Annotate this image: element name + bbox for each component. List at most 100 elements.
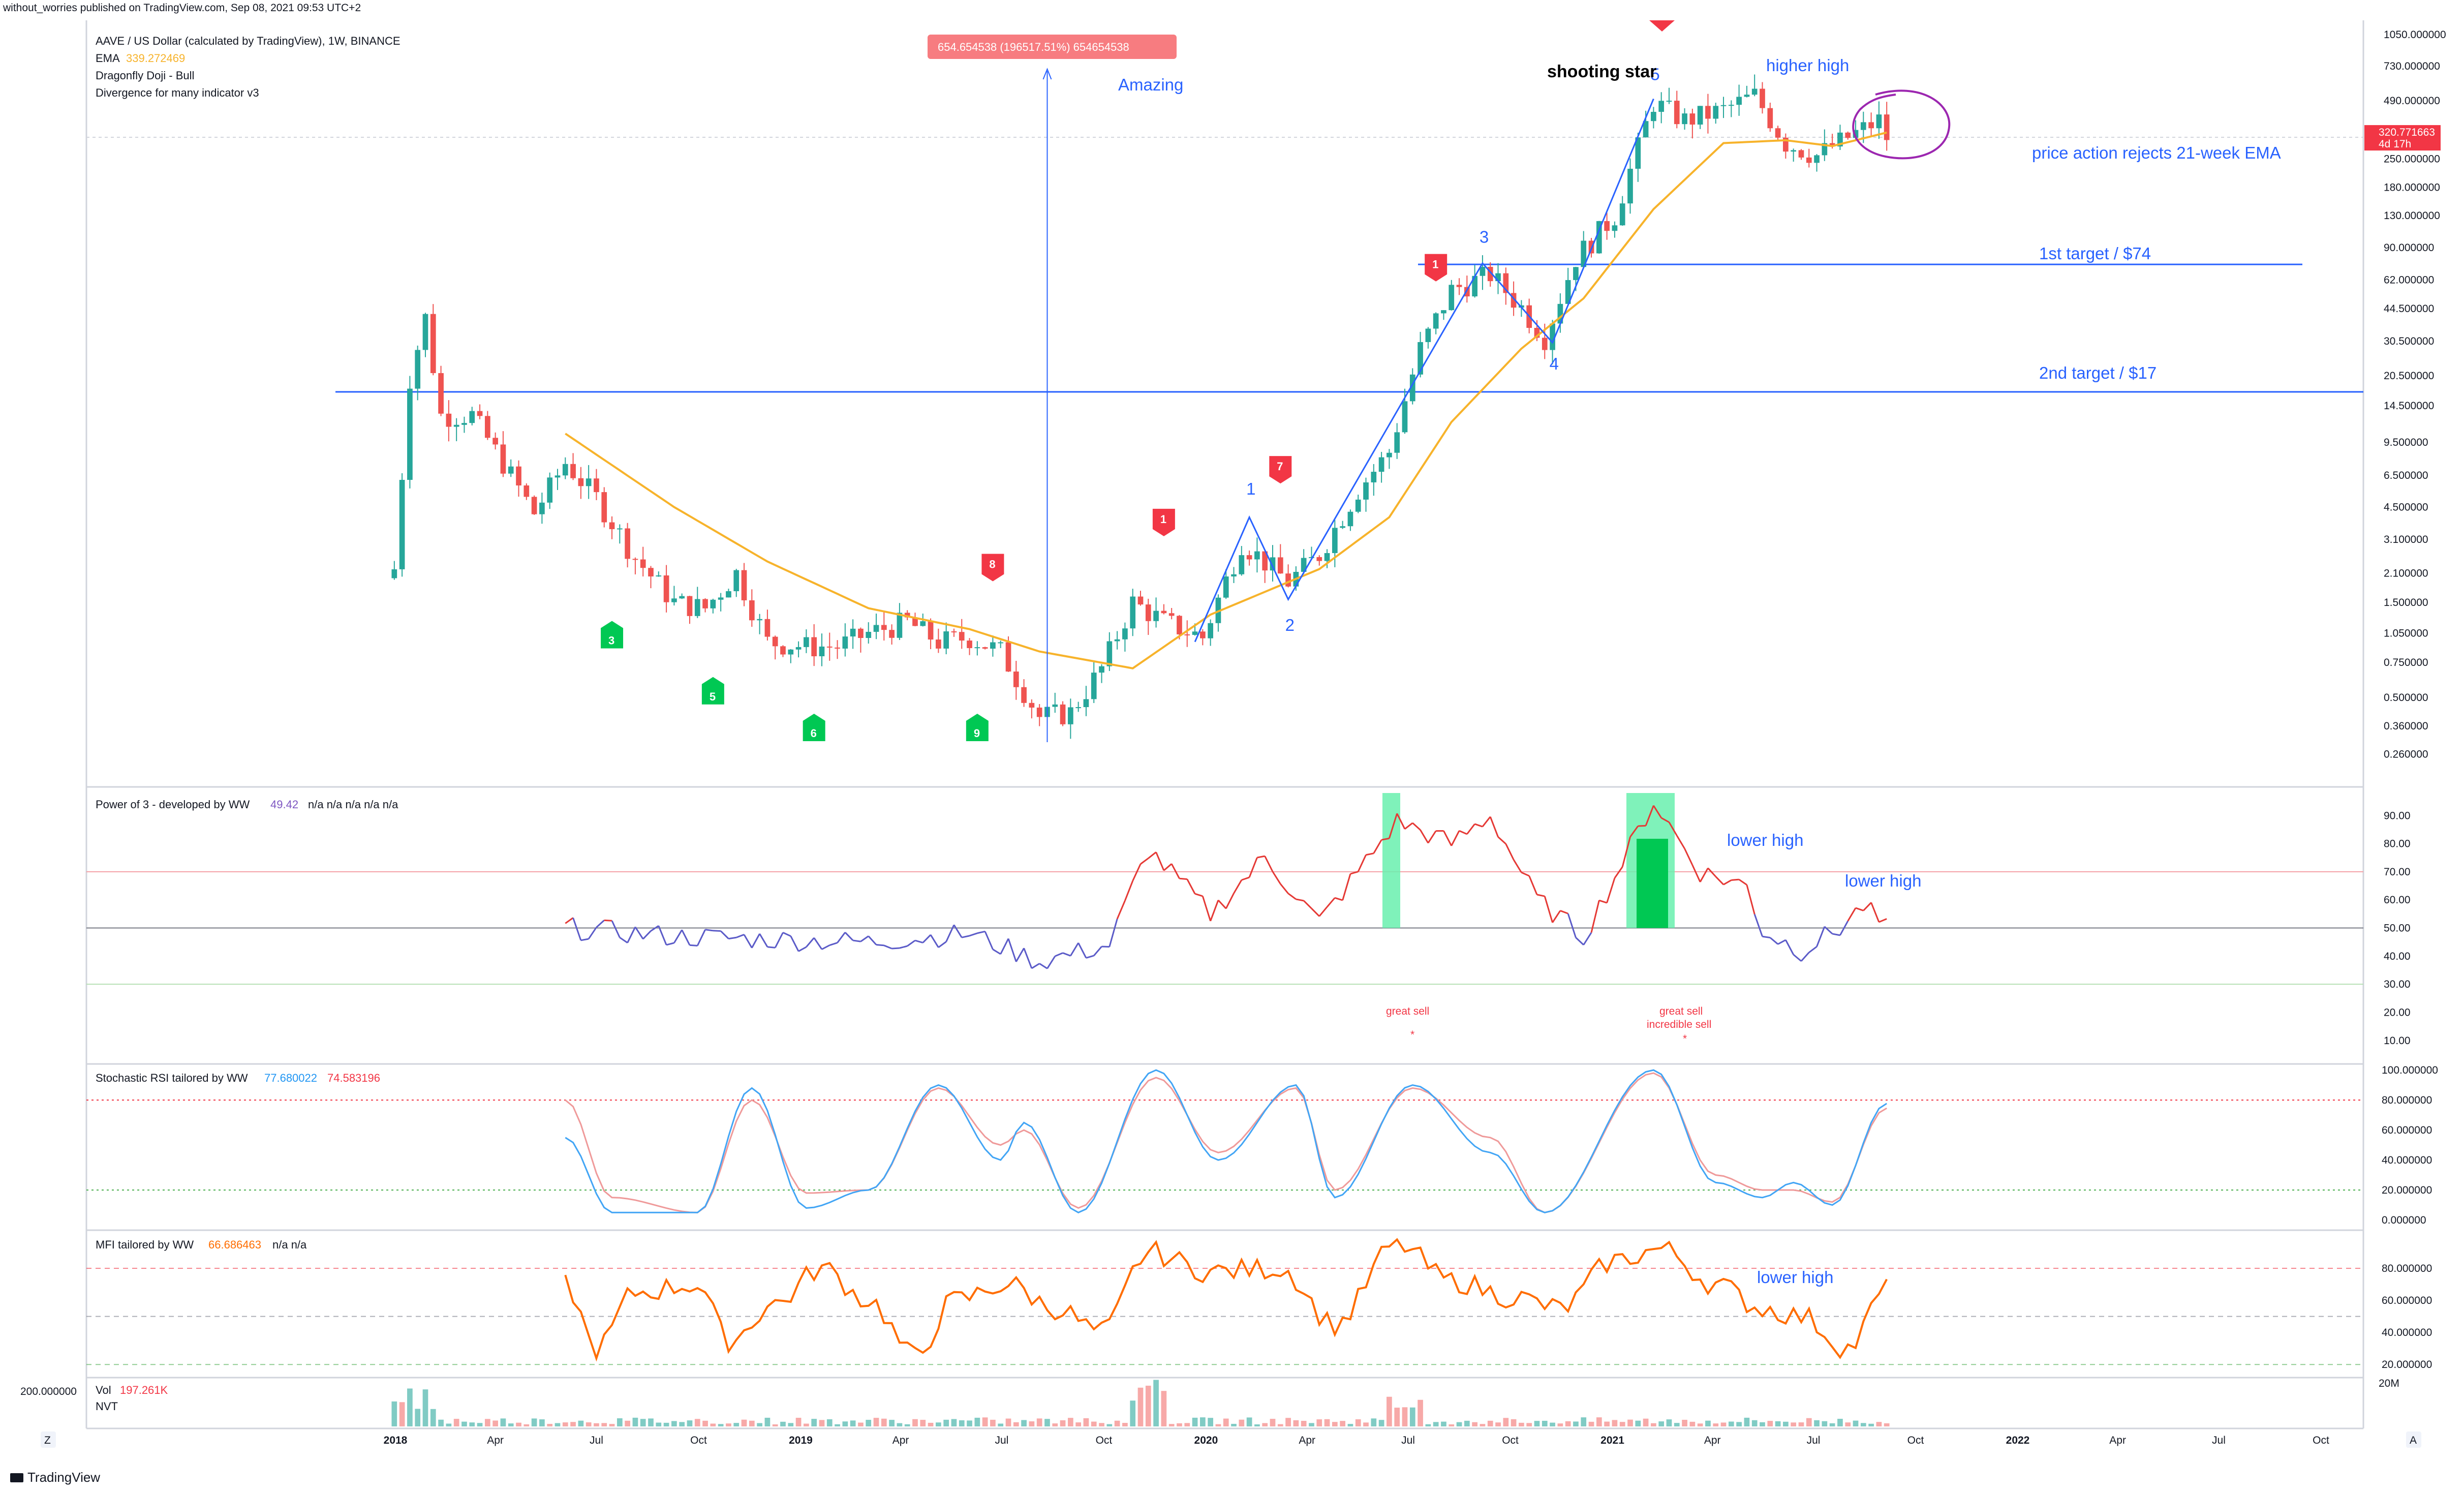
volume-bar [1596, 1417, 1602, 1426]
time-tick-label: 2021 [1600, 1435, 1624, 1446]
volume-bar [943, 1420, 949, 1426]
volume-bar [1006, 1419, 1011, 1426]
mfi-nas: n/a n/a [272, 1238, 307, 1251]
volume-bar [1153, 1380, 1159, 1426]
power3-segment [806, 938, 814, 947]
volume-bar [1736, 1422, 1742, 1426]
time-tick-label: Jul [1807, 1435, 1821, 1446]
power3-segment [1452, 831, 1459, 846]
power3-segment [962, 936, 969, 937]
power3-segment [1110, 919, 1117, 947]
candle [1698, 106, 1703, 129]
volume-bar [1472, 1422, 1477, 1426]
volume-bar [1884, 1423, 1890, 1426]
stoch-tick-label: 0.000000 [2382, 1214, 2426, 1226]
volume-bar [1612, 1420, 1618, 1426]
candle [1845, 132, 1851, 140]
buy-marker: 6 [803, 714, 825, 741]
volume-bar [881, 1419, 887, 1426]
volume-bar [765, 1418, 771, 1426]
power3-segment [1257, 856, 1265, 858]
volume-bar [1791, 1422, 1796, 1426]
candle-body [951, 631, 957, 632]
amazing-label: Amazing [1118, 75, 1183, 94]
candle-body [601, 492, 607, 522]
volume-bar [523, 1424, 529, 1426]
volume-bar [1037, 1418, 1042, 1426]
mfi-tick-label: 80.000000 [2382, 1263, 2432, 1274]
volume-bar [1830, 1423, 1835, 1426]
volume-bar [1775, 1421, 1781, 1426]
candle [485, 411, 490, 440]
candle [1161, 604, 1167, 615]
power3-segment [643, 931, 651, 939]
volume-bar [1729, 1421, 1734, 1426]
power3-segment [1817, 927, 1825, 947]
candle-body [742, 570, 747, 600]
stoch-tick-label: 80.000000 [2382, 1094, 2432, 1106]
volume-bar [1674, 1423, 1680, 1426]
volume-bar [1558, 1423, 1563, 1426]
volume-bar [905, 1424, 910, 1426]
vol-value: 197.261K [120, 1384, 168, 1396]
corner-left-label[interactable]: Z [44, 1435, 51, 1446]
power3-segment [1141, 858, 1148, 864]
candle [1316, 555, 1322, 566]
candle [1084, 686, 1089, 716]
candle-body [446, 414, 452, 427]
volume-bar [1200, 1417, 1206, 1426]
power3-segment [1607, 878, 1615, 903]
volume-bar [617, 1418, 623, 1426]
candle-body [423, 314, 428, 350]
volume-bar [920, 1420, 926, 1426]
power3-segment [814, 938, 822, 950]
candle [1075, 702, 1081, 712]
power3-segment [1537, 895, 1545, 896]
power3-title: Power of 3 - developed by WW [96, 798, 250, 811]
candle-body [702, 599, 708, 608]
volume-bar [827, 1419, 833, 1426]
volume-bar [749, 1421, 755, 1426]
candle-body [788, 650, 793, 655]
volume-bar [1262, 1423, 1268, 1426]
candle [1208, 620, 1213, 646]
volume-bar [1449, 1424, 1454, 1426]
candle-body [1861, 122, 1866, 130]
price-tick-label: 730.000000 [2384, 60, 2440, 72]
volume-bar [1379, 1420, 1384, 1426]
candle-body [866, 632, 871, 638]
candle-body [897, 613, 903, 637]
power3-segment [845, 932, 853, 940]
volume-bar [625, 1421, 630, 1426]
corner-right-label[interactable]: A [2410, 1435, 2417, 1446]
volume-bar [454, 1419, 459, 1426]
power3-segment [1848, 908, 1856, 921]
power3-segment [1467, 824, 1474, 834]
power3-lower-high-1: lower high [1727, 831, 1803, 849]
volume-bar [1573, 1421, 1579, 1426]
volume-bar [1433, 1422, 1439, 1426]
volume-bar [1371, 1418, 1376, 1426]
price-axis[interactable]: 1050.000000730.000000490.000000350.00000… [2364, 29, 2446, 760]
volume-bar [1620, 1422, 1625, 1426]
candle-body [1627, 169, 1633, 203]
candle-body [757, 619, 762, 620]
power3-segment [1094, 947, 1101, 956]
volume-bar [1044, 1419, 1050, 1426]
candle-body [578, 478, 584, 486]
stoch-legend: Stochastic RSI tailored by WW 77.680022 … [96, 1072, 380, 1084]
candle-body [664, 575, 669, 602]
candle [1200, 629, 1206, 646]
volume-bar [1713, 1423, 1718, 1426]
power3-segment [1063, 953, 1070, 956]
candle [446, 400, 452, 441]
price-tick-label: 0.260000 [2384, 749, 2428, 760]
power3-segment [1778, 940, 1785, 944]
candle-body [1285, 573, 1291, 587]
sell-marker: 8 [981, 554, 1004, 581]
volume-bar [912, 1419, 918, 1426]
candle [780, 645, 786, 657]
candle-body [555, 475, 561, 477]
